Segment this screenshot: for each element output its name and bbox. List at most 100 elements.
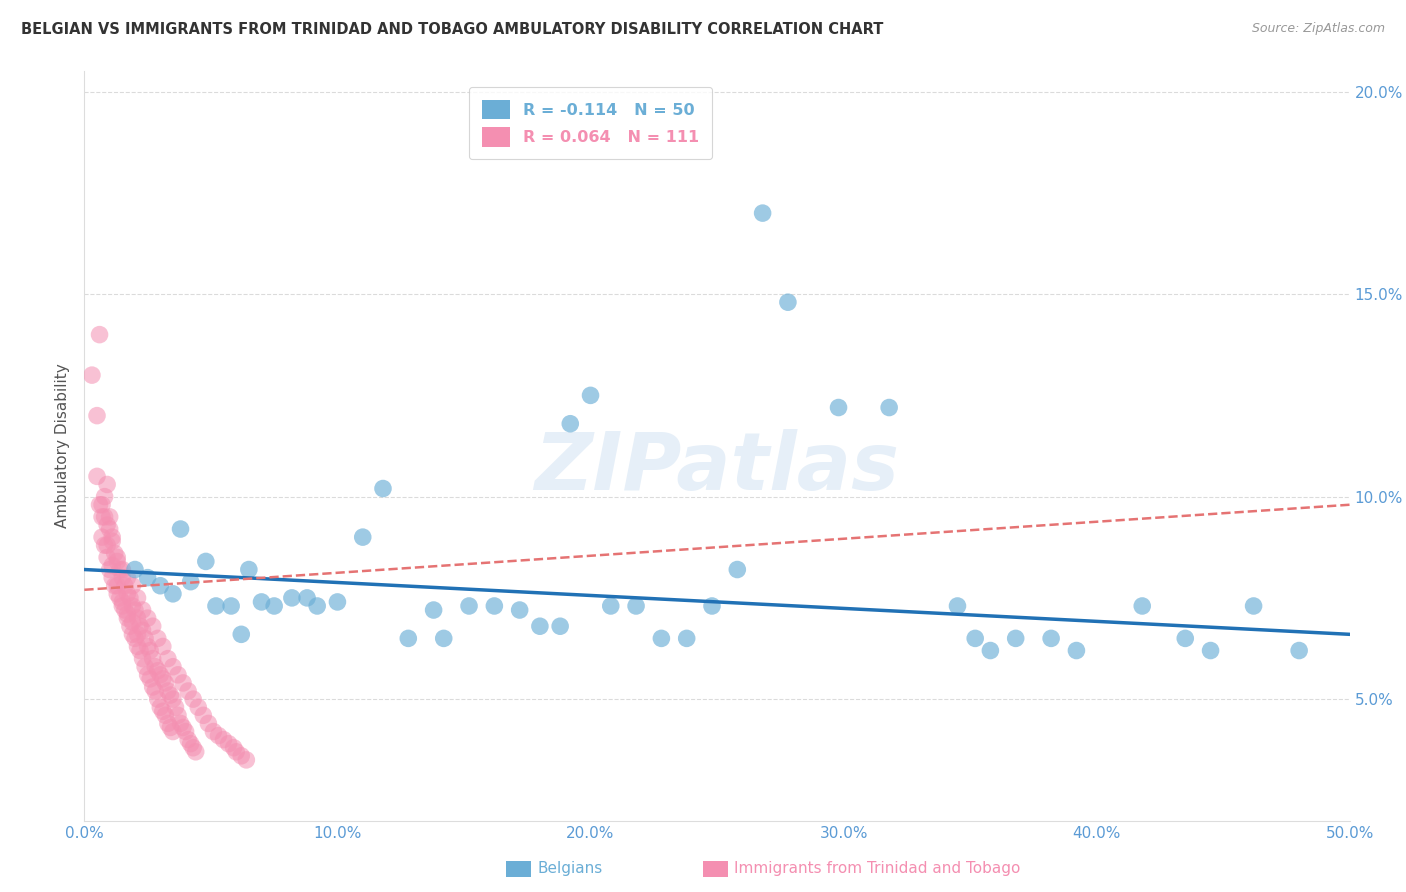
Point [96,538,118,552]
Point [134,659,156,673]
Point [205,599,228,613]
Point [165,700,187,714]
Point [134,632,156,646]
Point [212,732,235,747]
Point [207,729,229,743]
Point [136,640,159,654]
Point [235,753,257,767]
Y-axis label: Ambulatory Disability: Ambulatory Disability [55,364,70,528]
Point [93,538,115,552]
Point [1066,643,1088,657]
Point [91,509,114,524]
Point [124,562,146,576]
Point [118,619,141,633]
Point [101,558,124,573]
Point [184,745,207,759]
Point [877,401,900,415]
Point [725,562,748,576]
Point [117,611,139,625]
Point [146,632,169,646]
Point [560,417,582,431]
Point [979,643,1001,657]
Point [751,206,773,220]
Point [127,611,149,625]
Point [127,640,149,654]
Point [946,599,969,613]
Point [96,550,118,565]
Point [193,708,215,723]
Point [121,615,143,630]
Point [167,708,190,723]
Point [152,704,174,718]
Point [142,680,165,694]
Point [231,627,253,641]
Point [127,591,149,605]
Text: Source: ZipAtlas.com: Source: ZipAtlas.com [1251,22,1385,36]
Point [159,721,181,735]
Point [96,477,118,491]
Point [101,534,124,549]
Point [149,700,172,714]
Point [131,651,153,665]
Point [156,651,179,665]
Point [142,619,165,633]
Point [121,599,143,613]
Point [104,579,127,593]
Point [579,388,602,402]
Point [250,595,273,609]
Point [1288,643,1310,657]
Point [965,632,987,646]
Point [96,518,118,533]
Point [111,599,134,613]
Point [156,684,179,698]
Point [131,624,153,638]
Point [1130,599,1153,613]
Point [91,530,114,544]
Point [172,721,194,735]
Point [114,603,136,617]
Point [143,684,166,698]
Point [127,627,149,641]
Point [129,643,152,657]
Point [162,724,184,739]
Point [263,599,285,613]
Point [118,591,141,605]
Point [139,643,162,657]
Point [143,659,166,673]
Point [181,692,204,706]
Point [218,737,240,751]
Point [197,716,219,731]
Point [105,587,128,601]
Point [675,632,697,646]
Point [281,591,304,605]
Point [169,716,191,731]
Point [121,627,143,641]
Point [101,571,124,585]
Point [231,748,253,763]
Point [187,700,209,714]
Point [93,509,115,524]
Point [529,619,551,633]
Point [433,632,456,646]
Point [599,599,621,613]
Point [172,676,194,690]
Point [650,632,672,646]
Point [117,571,139,585]
Point [136,668,159,682]
Point [117,607,139,621]
Point [136,611,159,625]
Point [136,571,159,585]
Point [307,599,329,613]
Point [155,708,177,723]
Point [156,716,179,731]
Point [149,668,172,682]
Point [124,603,146,617]
Point [225,745,247,759]
Point [202,724,225,739]
Point [194,554,217,568]
Point [352,530,374,544]
Point [89,327,111,342]
Point [111,595,134,609]
Point [105,579,128,593]
Point [93,490,115,504]
